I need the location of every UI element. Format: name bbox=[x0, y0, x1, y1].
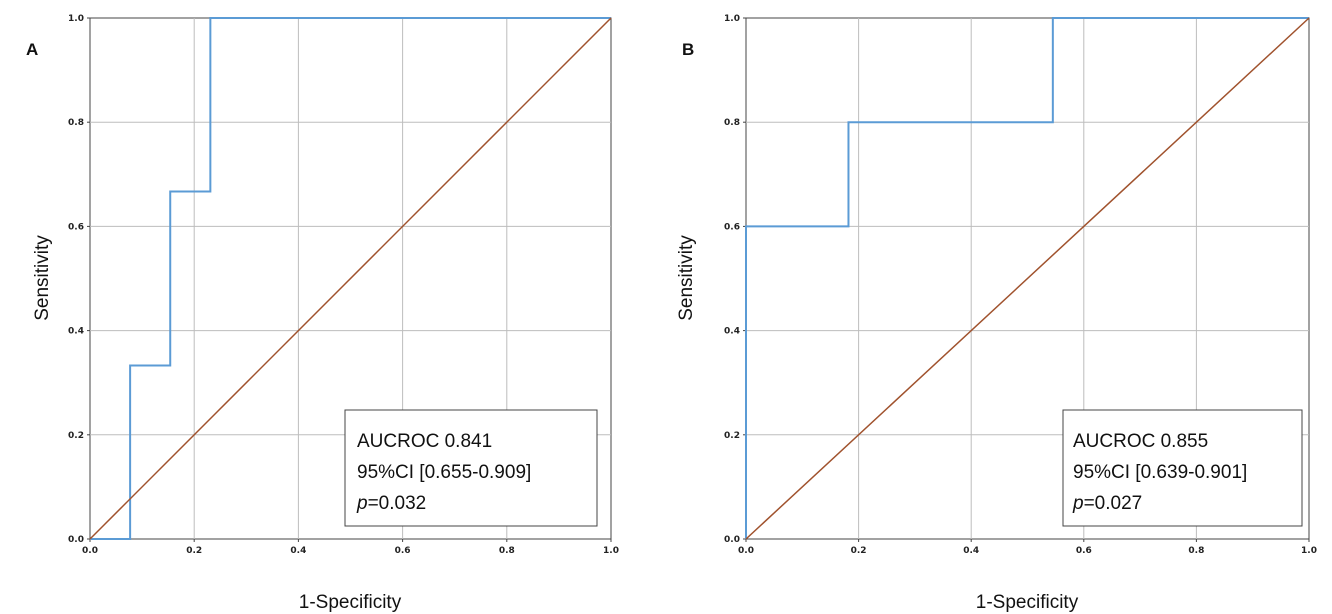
p-symbol-b: p bbox=[1072, 493, 1084, 514]
stats-auc-a: AUCROC 0.841 bbox=[357, 431, 492, 452]
panel-letter-b: B bbox=[682, 40, 694, 59]
y-tick-label-a: 0.0 bbox=[68, 535, 84, 545]
roc-curve-a bbox=[90, 17, 611, 540]
y-tick-label-b: 0.0 bbox=[724, 535, 740, 545]
x-tick-label-b: 0.6 bbox=[1076, 546, 1092, 556]
stats-p-b: p=0.027 bbox=[1072, 493, 1142, 514]
y-tick-label-a: 1.0 bbox=[68, 14, 84, 24]
x-axis-label-b: 1-Specificity bbox=[976, 592, 1079, 613]
roc-panel-a: A 0.0 0.2 0.4 0.6 0.8 1.0 0.0 0.2 0.4 0.6 0.8 1.0 S… bbox=[26, 14, 619, 613]
y-tick-label-a: 0.6 bbox=[68, 222, 84, 232]
x-tick-label-a: 0.2 bbox=[186, 546, 202, 556]
x-tick-label-a: 0.4 bbox=[290, 546, 306, 556]
y-tick-label-b: 0.4 bbox=[724, 327, 740, 337]
stats-p-a: p=0.032 bbox=[356, 493, 426, 514]
y-axis-label-a: Sensitivity bbox=[32, 235, 53, 321]
y-tick-label-a: 0.8 bbox=[68, 118, 84, 128]
y-tick-label-b: 1.0 bbox=[724, 14, 740, 24]
x-tick-label-b: 0.4 bbox=[963, 546, 979, 556]
y-axis-label-b: Sensitivity bbox=[676, 235, 697, 321]
p-value-a: =0.032 bbox=[368, 493, 427, 514]
x-tick-label-a: 0.8 bbox=[499, 546, 515, 556]
y-tick-label-b: 0.2 bbox=[724, 431, 740, 441]
series-a bbox=[89, 17, 612, 540]
series-b bbox=[745, 17, 1310, 540]
p-symbol-a: p bbox=[356, 493, 368, 514]
stats-auc-b: AUCROC 0.855 bbox=[1073, 431, 1208, 452]
x-tick-label-b: 0.0 bbox=[738, 546, 754, 556]
ticks-a: 0.0 0.2 0.4 0.6 0.8 1.0 0.0 0.2 0.4 0.6 0.8 1.0 bbox=[68, 14, 619, 556]
roc-curve-b bbox=[745, 17, 1309, 539]
y-tick-label-a: 0.2 bbox=[68, 431, 84, 441]
panel-letter-a: A bbox=[26, 40, 38, 59]
x-axis-label-a: 1-Specificity bbox=[299, 592, 402, 613]
stats-box-frame-a bbox=[344, 409, 598, 527]
x-tick-label-b: 1.0 bbox=[1301, 546, 1317, 556]
stats-box-b: AUCROC 0.855 95%CI [0.639-0.901] p=0.027 bbox=[1062, 409, 1303, 527]
x-tick-label-b: 0.2 bbox=[851, 546, 867, 556]
x-tick-label-b: 0.8 bbox=[1188, 546, 1204, 556]
ticks-b: 0.0 0.2 0.4 0.6 0.8 1.0 0.0 0.2 0.4 0.6 0.8 1.0 bbox=[724, 14, 1317, 556]
reference-line-a bbox=[89, 17, 612, 540]
x-tick-label-a: 1.0 bbox=[603, 546, 619, 556]
y-tick-label-b: 0.8 bbox=[724, 118, 740, 128]
y-tick-label-a: 0.4 bbox=[68, 327, 84, 337]
stats-ci-b: 95%CI [0.639-0.901] bbox=[1073, 462, 1247, 483]
x-tick-label-a: 0.0 bbox=[82, 546, 98, 556]
roc-panel-b: B 0.0 0.2 0.4 0.6 0.8 1.0 0.0 0.2 0.4 0.6 0.8 1.0 S… bbox=[676, 14, 1317, 613]
stats-ci-a: 95%CI [0.655-0.909] bbox=[357, 462, 531, 483]
p-value-b: =0.027 bbox=[1084, 493, 1143, 514]
x-tick-label-a: 0.6 bbox=[395, 546, 411, 556]
stats-box-frame-b bbox=[1062, 409, 1303, 527]
y-tick-label-b: 0.6 bbox=[724, 222, 740, 232]
reference-line-b bbox=[745, 17, 1310, 540]
stats-box-a: AUCROC 0.841 95%CI [0.655-0.909] p=0.032 bbox=[344, 409, 598, 527]
